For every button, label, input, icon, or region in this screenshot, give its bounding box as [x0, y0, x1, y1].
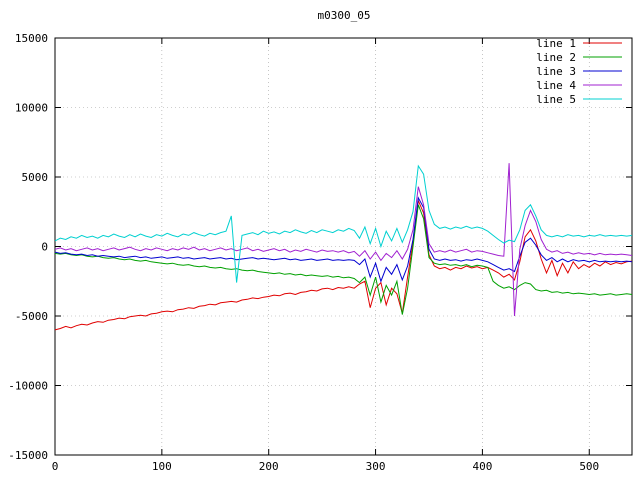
x-tick-label: 500	[579, 460, 599, 473]
y-tick-label: -15000	[8, 449, 48, 462]
y-tick-label: 15000	[15, 32, 48, 45]
legend-label-line-4: line 4	[536, 79, 576, 92]
y-tick-label: 0	[41, 241, 48, 254]
x-tick-label: 100	[152, 460, 172, 473]
y-tick-label: -10000	[8, 380, 48, 393]
series-line-1	[54, 198, 633, 331]
series-line-4	[54, 163, 633, 317]
series-line-2	[54, 204, 633, 315]
chart-title: m0300_05	[318, 9, 371, 22]
y-tick-label: -5000	[15, 310, 48, 323]
x-tick-label: 0	[52, 460, 59, 473]
legend-label-line-1: line 1	[536, 37, 576, 50]
x-tick-label: 300	[366, 460, 386, 473]
x-tick-label: 400	[472, 460, 492, 473]
series-line-3	[54, 196, 633, 283]
y-tick-label: 5000	[22, 171, 49, 184]
legend-label-line-3: line 3	[536, 65, 576, 78]
plot-border	[54, 37, 633, 456]
legend-label-line-2: line 2	[536, 51, 576, 64]
y-tick-label: 10000	[15, 102, 48, 115]
legend-label-line-5: line 5	[536, 93, 576, 106]
x-tick-label: 200	[259, 460, 279, 473]
series-line-5	[54, 164, 633, 283]
